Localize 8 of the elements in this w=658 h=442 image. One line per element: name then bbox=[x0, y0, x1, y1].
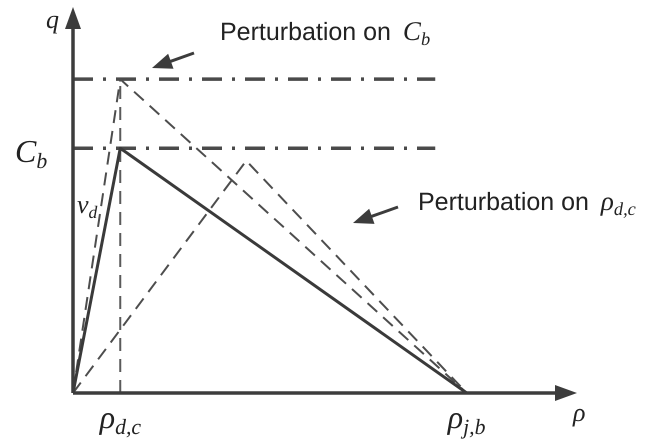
annotation: v$_{d}$ bbox=[77, 190, 98, 222]
y-axis-title: q bbox=[46, 5, 59, 35]
text: C$_{b}$ bbox=[15, 132, 48, 173]
x-tick-label: ρ$_{d,c}$ bbox=[100, 399, 142, 440]
text: Perturbation on C$_{b}$ bbox=[220, 16, 430, 50]
x-axis-title: ρ bbox=[573, 398, 586, 428]
annotation: Perturbation on ρ$_{d,c}$ bbox=[418, 186, 636, 220]
x-tick-label: ρ$_{j,b}$ bbox=[448, 399, 486, 440]
